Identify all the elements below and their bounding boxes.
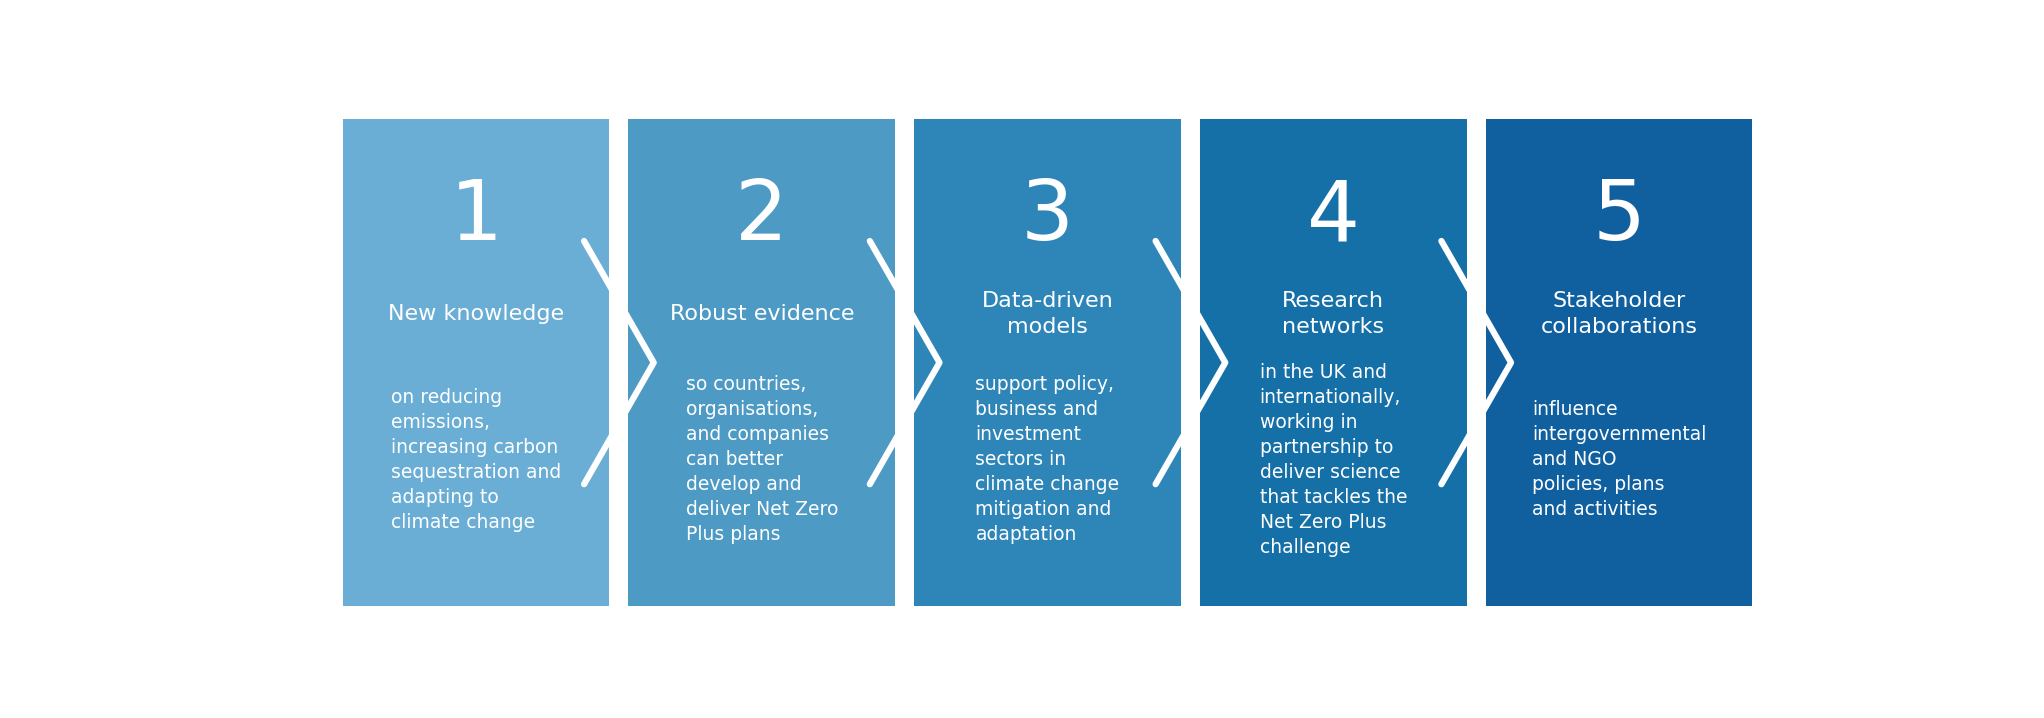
Bar: [628, 119, 895, 606]
Bar: [609, 119, 628, 606]
Text: Data-driven
models: Data-driven models: [981, 291, 1114, 337]
Bar: [1486, 119, 1752, 606]
Text: 2: 2: [736, 176, 789, 257]
Text: influence
intergovernmental
and NGO
policies, plans
and activities: influence intergovernmental and NGO poli…: [1531, 401, 1707, 519]
Text: 3: 3: [1022, 176, 1073, 257]
Text: support policy,
business and
investment
sectors in
climate change
mitigation and: support policy, business and investment …: [975, 376, 1120, 544]
Text: 5: 5: [1592, 176, 1645, 257]
Bar: [1200, 119, 1468, 606]
Text: on reducing
emissions,
increasing carbon
sequestration and
adapting to
climate c: on reducing emissions, increasing carbon…: [390, 388, 562, 532]
Bar: [1181, 119, 1200, 606]
Bar: [343, 119, 609, 606]
Text: Stakeholder
collaborations: Stakeholder collaborations: [1541, 291, 1699, 337]
Text: so countries,
organisations,
and companies
can better
develop and
deliver Net Ze: so countries, organisations, and compani…: [685, 376, 838, 544]
Text: New knowledge: New knowledge: [388, 304, 564, 324]
Text: Research
networks: Research networks: [1282, 291, 1384, 337]
Text: 1: 1: [450, 176, 503, 257]
Bar: [914, 119, 1181, 606]
Text: 4: 4: [1306, 176, 1359, 257]
Bar: [895, 119, 914, 606]
Bar: [1468, 119, 1486, 606]
Text: in the UK and
internationally,
working in
partnership to
deliver science
that ta: in the UK and internationally, working i…: [1259, 363, 1406, 557]
Text: Robust evidence: Robust evidence: [670, 304, 854, 324]
